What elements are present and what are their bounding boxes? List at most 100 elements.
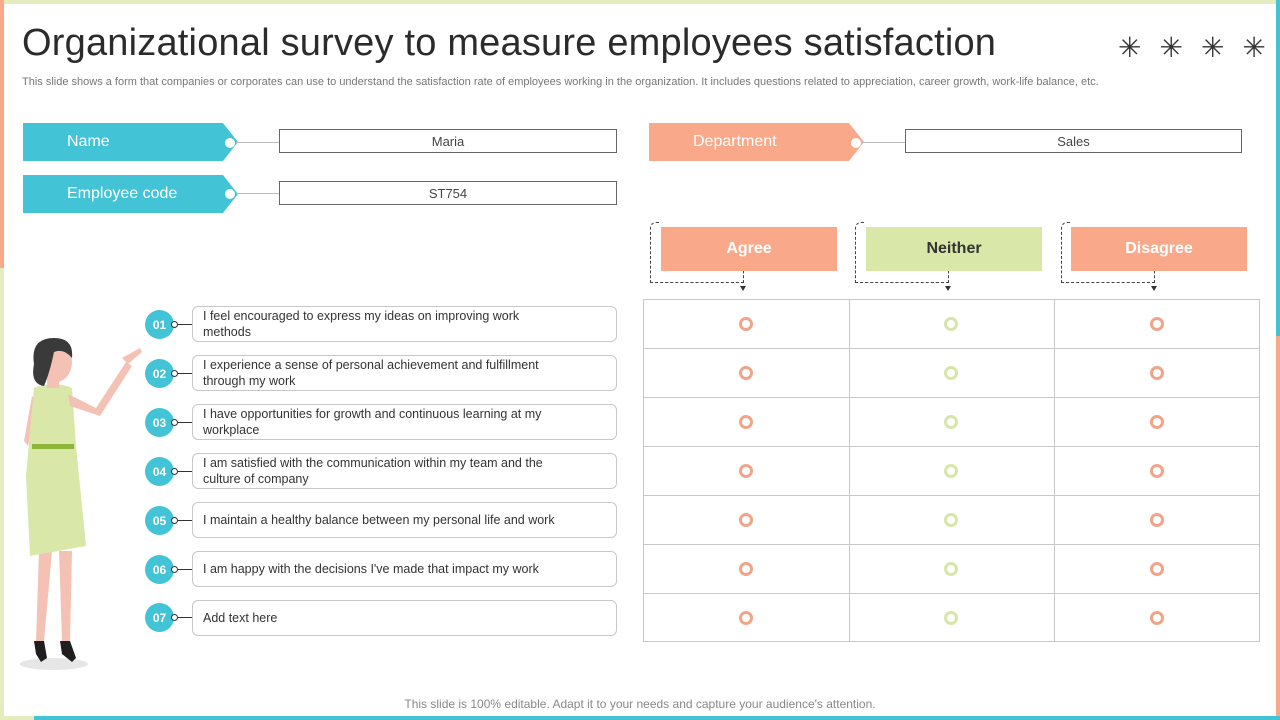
question-box[interactable]: I am happy with the decisions I've made … — [192, 551, 617, 587]
employee-code-connector-dot — [225, 189, 235, 199]
department-connector-line — [862, 142, 905, 143]
radio-q02-neither[interactable] — [944, 366, 958, 380]
neither-connector-top — [855, 222, 864, 233]
employee-code-label-tag: Employee code — [23, 175, 238, 213]
agree-connector-top — [650, 222, 659, 233]
grid-divider — [644, 495, 1259, 496]
question-text: Add text here — [203, 611, 278, 625]
left-accent-salmon — [0, 0, 4, 268]
radio-q06-disagree[interactable] — [1150, 562, 1164, 576]
question-box[interactable]: Add text here — [192, 600, 617, 636]
radio-q04-neither[interactable] — [944, 464, 958, 478]
question-text: I am satisfied with the communication wi… — [203, 456, 543, 486]
grid-divider — [849, 300, 850, 641]
radio-q05-neither[interactable] — [944, 513, 958, 527]
question-connector-dot — [171, 419, 178, 426]
grid-divider — [644, 348, 1259, 349]
page-title: Organizational survey to measure employe… — [22, 22, 997, 64]
question-text: I experience a sense of personal achieve… — [203, 358, 539, 388]
disagree-arrow — [1151, 286, 1157, 291]
question-number: 06 — [145, 555, 174, 584]
question-box[interactable]: I experience a sense of personal achieve… — [192, 355, 617, 391]
department-connector-dot — [851, 138, 861, 148]
question-box[interactable]: I feel encouraged to express my ideas on… — [192, 306, 617, 342]
grid-divider — [644, 397, 1259, 398]
radio-q06-agree[interactable] — [739, 562, 753, 576]
neither-arrow — [945, 286, 951, 291]
name-connector-line — [236, 142, 279, 143]
question-text: I maintain a healthy balance between my … — [203, 513, 555, 527]
question-box[interactable]: I have opportunities for growth and cont… — [192, 404, 617, 440]
decoration-stars: ✳ ✳ ✳ ✳ — [1118, 34, 1266, 62]
radio-q05-disagree[interactable] — [1150, 513, 1164, 527]
radio-q04-agree[interactable] — [739, 464, 753, 478]
right-accent-salmon — [1276, 336, 1280, 720]
employee-code-field[interactable]: ST754 — [279, 181, 617, 205]
question-number: 01 — [145, 310, 174, 339]
radio-q01-neither[interactable] — [944, 317, 958, 331]
question-number: 03 — [145, 408, 174, 437]
employee-code-label: Employee code — [67, 185, 178, 202]
department-value: Sales — [1057, 133, 1090, 149]
name-label: Name — [67, 133, 110, 150]
page-subtitle: This slide shows a form that companies o… — [22, 76, 1099, 88]
department-field[interactable]: Sales — [905, 129, 1242, 153]
question-connector — [174, 422, 193, 423]
asterisk-icon: ✳ — [1200, 31, 1225, 64]
column-header-neither: Neither — [866, 227, 1042, 271]
question-number: 02 — [145, 359, 174, 388]
radio-q04-disagree[interactable] — [1150, 464, 1164, 478]
bottom-accent-green — [0, 716, 34, 720]
right-accent-teal — [1276, 0, 1280, 336]
radio-q06-neither[interactable] — [944, 562, 958, 576]
radio-q07-neither[interactable] — [944, 611, 958, 625]
footer-note: This slide is 100% editable. Adapt it to… — [404, 697, 876, 711]
question-text: I am happy with the decisions I've made … — [203, 562, 539, 576]
question-connector-dot — [171, 370, 178, 377]
question-connector — [174, 617, 193, 618]
radio-q03-disagree[interactable] — [1150, 415, 1164, 429]
name-label-tag: Name — [23, 123, 238, 161]
asterisk-icon: ✳ — [1242, 31, 1266, 64]
question-connector-dot — [171, 517, 178, 524]
radio-q07-disagree[interactable] — [1150, 611, 1164, 625]
employee-code-connector-line — [236, 193, 279, 194]
question-box[interactable]: I am satisfied with the communication wi… — [192, 453, 617, 489]
name-value: Maria — [431, 133, 465, 149]
left-accent-green — [0, 268, 4, 720]
column-header-agree: Agree — [661, 227, 837, 271]
top-accent-bar — [0, 0, 1280, 4]
question-connector — [174, 520, 193, 521]
grid-divider — [1054, 300, 1055, 641]
question-connector-dot — [171, 566, 178, 573]
question-connector — [174, 569, 193, 570]
question-connector — [174, 324, 193, 325]
question-connector — [174, 471, 193, 472]
question-connector-dot — [171, 468, 178, 475]
radio-q05-agree[interactable] — [739, 513, 753, 527]
bottom-accent-teal — [34, 716, 1280, 720]
agree-arrow — [740, 286, 746, 291]
disagree-connector-top — [1061, 222, 1070, 233]
grid-divider — [644, 593, 1259, 594]
radio-q03-neither[interactable] — [944, 415, 958, 429]
asterisk-icon: ✳ — [1159, 31, 1183, 64]
radio-q01-agree[interactable] — [739, 317, 753, 331]
question-connector-dot — [171, 614, 178, 621]
employee-code-value: ST754 — [428, 185, 468, 201]
woman-presenter-illustration — [20, 338, 142, 670]
question-box[interactable]: I maintain a healthy balance between my … — [192, 502, 617, 538]
radio-q01-disagree[interactable] — [1150, 317, 1164, 331]
department-label: Department — [693, 133, 777, 150]
radio-q02-agree[interactable] — [739, 366, 753, 380]
question-text: I have opportunities for growth and cont… — [203, 407, 542, 437]
radio-q03-agree[interactable] — [739, 415, 753, 429]
radio-q07-agree[interactable] — [739, 611, 753, 625]
radio-q02-disagree[interactable] — [1150, 366, 1164, 380]
asterisk-icon: ✳ — [1118, 31, 1142, 64]
question-connector-dot — [171, 321, 178, 328]
name-field[interactable]: Maria — [279, 129, 617, 153]
grid-divider — [644, 544, 1259, 545]
question-number: 07 — [145, 603, 174, 632]
question-number: 05 — [145, 506, 174, 535]
